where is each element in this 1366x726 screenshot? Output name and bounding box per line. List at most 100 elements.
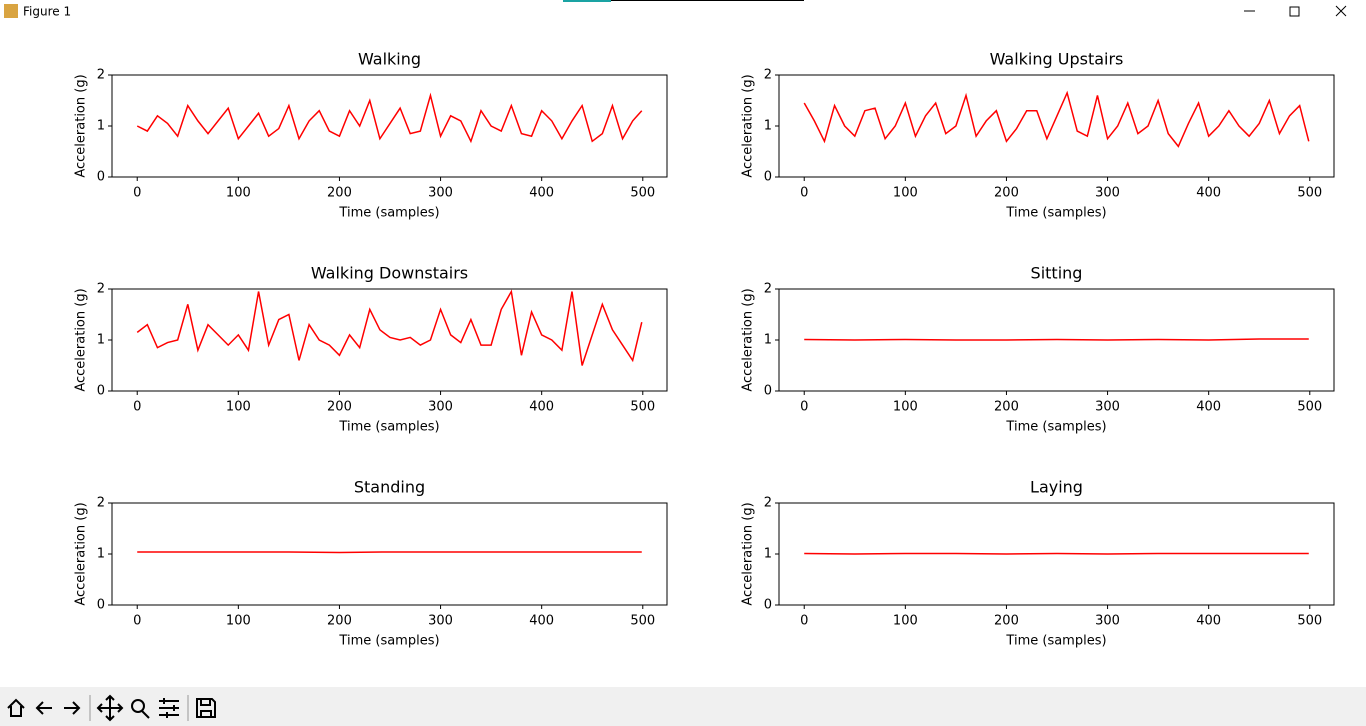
x-tick-label: 200 (994, 400, 1019, 415)
x-tick-label: 400 (529, 186, 554, 201)
x-tick-label: 300 (428, 186, 453, 201)
tab-indicator (611, 0, 804, 1)
plot-frame (778, 74, 1335, 178)
x-axis-label: Time (samples) (1005, 634, 1106, 649)
x-tick-label: 300 (1095, 614, 1120, 629)
x-axis-label: Time (samples) (1005, 206, 1106, 221)
x-tick-label: 0 (800, 186, 808, 201)
x-tick-label: 200 (994, 614, 1019, 629)
y-axis-label: Acceleration (g) (741, 74, 756, 177)
x-tick-label: 500 (630, 186, 655, 201)
zoom-button[interactable] (131, 699, 145, 713)
x-tick-label: 100 (226, 186, 251, 201)
y-tick-label: 1 (97, 547, 105, 562)
app-icon (4, 4, 18, 18)
x-tick-label: 0 (133, 614, 141, 629)
forward-button[interactable] (64, 701, 81, 715)
x-tick-label: 300 (1095, 400, 1120, 415)
y-tick-label: 2 (764, 68, 772, 83)
x-tick-label: 0 (800, 400, 808, 415)
x-tick-label: 500 (1297, 186, 1322, 201)
x-tick-label: 200 (994, 186, 1019, 201)
window-title: Figure 1 (23, 5, 71, 19)
plot-frame (111, 288, 668, 392)
x-tick-label: 300 (428, 400, 453, 415)
plot-frame (111, 74, 668, 178)
chart-title: Laying (1030, 478, 1083, 497)
x-tick-label: 500 (630, 614, 655, 629)
y-tick-label: 0 (764, 384, 772, 399)
x-tick-label: 100 (226, 614, 251, 629)
plot-frame (111, 502, 668, 606)
data-line (803, 90, 1310, 148)
x-tick-label: 0 (133, 400, 141, 415)
x-tick-label: 500 (1297, 614, 1322, 629)
x-tick-label: 200 (327, 614, 352, 629)
x-tick-label: 400 (1196, 614, 1221, 629)
back-button[interactable] (35, 701, 52, 715)
save-button[interactable] (196, 698, 216, 718)
x-tick-label: 400 (1196, 186, 1221, 201)
x-tick-label: 400 (1196, 400, 1221, 415)
y-tick-label: 0 (97, 598, 105, 613)
close-button[interactable] (1335, 5, 1347, 17)
x-tick-label: 500 (1297, 400, 1322, 415)
y-tick-label: 2 (97, 68, 105, 83)
x-axis-label: Time (samples) (1005, 420, 1106, 435)
toolbar (0, 687, 1366, 726)
chart-title: Walking Upstairs (990, 50, 1124, 69)
data-line (136, 92, 643, 144)
x-tick-label: 400 (529, 400, 554, 415)
y-axis-label: Acceleration (g) (74, 288, 89, 391)
y-tick-label: 2 (764, 496, 772, 511)
x-tick-label: 300 (1095, 186, 1120, 201)
title-bar (0, 0, 1366, 24)
home-button[interactable] (7, 698, 25, 717)
y-tick-label: 0 (764, 598, 772, 613)
pan-button[interactable] (96, 694, 124, 722)
subplots-button[interactable] (159, 698, 179, 718)
y-tick-label: 0 (764, 170, 772, 185)
data-line (136, 289, 643, 366)
x-tick-label: 400 (529, 614, 554, 629)
y-tick-label: 2 (97, 282, 105, 297)
x-tick-label: 200 (327, 186, 352, 201)
y-tick-label: 0 (97, 170, 105, 185)
y-axis-label: Acceleration (g) (74, 74, 89, 177)
x-tick-label: 0 (133, 186, 141, 201)
x-tick-label: 300 (428, 614, 453, 629)
y-tick-label: 1 (764, 333, 772, 348)
data-line (804, 552, 1309, 555)
data-line (137, 551, 642, 554)
chart-title: Sitting (1031, 264, 1083, 283)
data-line (804, 338, 1309, 341)
chart-title: Standing (354, 478, 425, 497)
zoom-button[interactable] (141, 710, 150, 719)
x-tick-label: 100 (893, 614, 918, 629)
tab-indicator (563, 0, 611, 2)
y-tick-label: 0 (97, 384, 105, 399)
y-tick-label: 1 (764, 547, 772, 562)
y-axis-label: Acceleration (g) (741, 288, 756, 391)
chart-title: Walking (358, 50, 421, 69)
x-axis-label: Time (samples) (338, 634, 439, 649)
x-tick-label: 200 (327, 400, 352, 415)
plot-frame (778, 288, 1335, 392)
x-tick-label: 100 (893, 400, 918, 415)
x-tick-label: 0 (800, 614, 808, 629)
x-axis-label: Time (samples) (338, 206, 439, 221)
y-tick-label: 2 (764, 282, 772, 297)
chart-title: Walking Downstairs (311, 264, 468, 283)
y-tick-label: 1 (764, 119, 772, 134)
restore-button[interactable] (1289, 6, 1300, 17)
x-tick-label: 500 (630, 400, 655, 415)
y-axis-label: Acceleration (g) (741, 502, 756, 605)
x-axis-label: Time (samples) (338, 420, 439, 435)
x-tick-label: 100 (226, 400, 251, 415)
y-axis-label: Acceleration (g) (74, 502, 89, 605)
x-tick-label: 100 (893, 186, 918, 201)
y-tick-label: 1 (97, 333, 105, 348)
plot-frame (778, 502, 1335, 606)
